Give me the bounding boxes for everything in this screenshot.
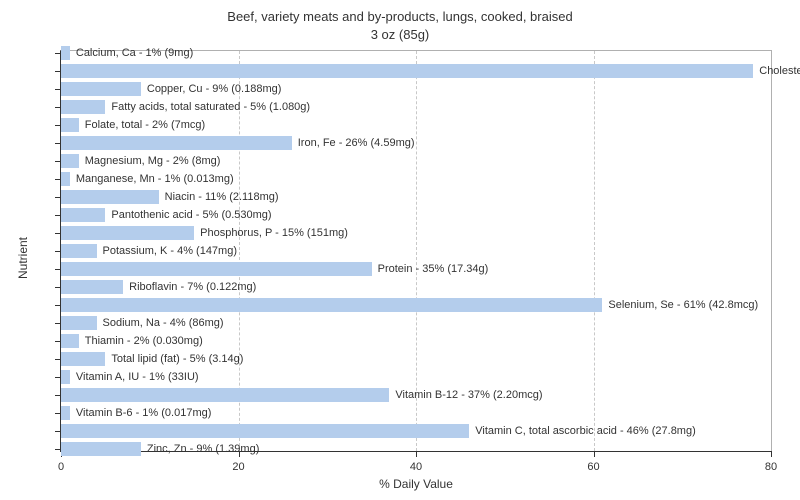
y-axis-label: Nutrient	[16, 237, 30, 279]
bar	[61, 406, 70, 420]
bar-row: Vitamin A, IU - 1% (33IU)	[61, 370, 199, 384]
bar	[61, 100, 105, 114]
bar-row: Selenium, Se - 61% (42.8mcg)	[61, 298, 758, 312]
bar-label: Total lipid (fat) - 5% (3.14g)	[111, 353, 243, 365]
bar-label: Manganese, Mn - 1% (0.013mg)	[76, 173, 234, 185]
bar-label: Potassium, K - 4% (147mg)	[103, 245, 238, 257]
bar-label: Sodium, Na - 4% (86mg)	[103, 317, 224, 329]
bar	[61, 46, 70, 60]
bar-label: Thiamin - 2% (0.030mg)	[85, 335, 203, 347]
bar-label: Fatty acids, total saturated - 5% (1.080…	[111, 101, 310, 113]
bar-row: Vitamin B-12 - 37% (2.20mcg)	[61, 388, 543, 402]
x-tick-label: 40	[410, 461, 422, 473]
bar-row: Niacin - 11% (2.118mg)	[61, 190, 279, 204]
bar-label: Copper, Cu - 9% (0.188mg)	[147, 83, 282, 95]
bar-row: Pantothenic acid - 5% (0.530mg)	[61, 208, 272, 222]
x-axis-label: % Daily Value	[379, 477, 453, 491]
bar-row: Zinc, Zn - 9% (1.39mg)	[61, 442, 259, 456]
bar	[61, 334, 79, 348]
bar	[61, 82, 141, 96]
bar-row: Thiamin - 2% (0.030mg)	[61, 334, 203, 348]
bar-row: Protein - 35% (17.34g)	[61, 262, 488, 276]
bar	[61, 226, 194, 240]
plot-area: Nutrient % Daily Value 020406080Calcium,…	[60, 50, 772, 452]
bar-row: Copper, Cu - 9% (0.188mg)	[61, 82, 281, 96]
x-tick-label: 20	[232, 461, 244, 473]
bar	[61, 118, 79, 132]
bar-label: Cholesterol - 78% (235mg)	[759, 65, 800, 77]
bar	[61, 370, 70, 384]
bar-row: Iron, Fe - 26% (4.59mg)	[61, 136, 415, 150]
bar	[61, 208, 105, 222]
bar-label: Calcium, Ca - 1% (9mg)	[76, 47, 193, 59]
bar-row: Vitamin C, total ascorbic acid - 46% (27…	[61, 424, 696, 438]
bar-row: Manganese, Mn - 1% (0.013mg)	[61, 172, 234, 186]
bar-label: Vitamin A, IU - 1% (33IU)	[76, 371, 199, 383]
bar-label: Folate, total - 2% (7mcg)	[85, 119, 205, 131]
bar	[61, 262, 372, 276]
x-tick	[594, 451, 595, 457]
bar-label: Niacin - 11% (2.118mg)	[165, 191, 279, 203]
bar	[61, 136, 292, 150]
bar-row: Fatty acids, total saturated - 5% (1.080…	[61, 100, 310, 114]
bar-row: Total lipid (fat) - 5% (3.14g)	[61, 352, 243, 366]
bar-label: Vitamin B-12 - 37% (2.20mcg)	[395, 389, 542, 401]
bar-label: Magnesium, Mg - 2% (8mg)	[85, 155, 221, 167]
bar	[61, 190, 159, 204]
bar-label: Selenium, Se - 61% (42.8mcg)	[608, 299, 758, 311]
x-tick	[771, 451, 772, 457]
bar	[61, 244, 97, 258]
x-tick	[416, 451, 417, 457]
bar	[61, 388, 389, 402]
bar	[61, 64, 753, 78]
bar-label: Protein - 35% (17.34g)	[378, 263, 489, 275]
bar	[61, 352, 105, 366]
x-tick-label: 60	[587, 461, 599, 473]
bar-row: Magnesium, Mg - 2% (8mg)	[61, 154, 220, 168]
bar-row: Phosphorus, P - 15% (151mg)	[61, 226, 348, 240]
bar-label: Vitamin C, total ascorbic acid - 46% (27…	[475, 425, 696, 437]
bar-label: Riboflavin - 7% (0.122mg)	[129, 281, 256, 293]
bar	[61, 154, 79, 168]
chart-title-line1: Beef, variety meats and by-products, lun…	[227, 9, 572, 24]
bar-label: Zinc, Zn - 9% (1.39mg)	[147, 443, 259, 455]
grid-line	[594, 51, 595, 451]
nutrient-chart: Beef, variety meats and by-products, lun…	[0, 0, 800, 500]
bar-row: Folate, total - 2% (7mcg)	[61, 118, 205, 132]
bar-label: Phosphorus, P - 15% (151mg)	[200, 227, 348, 239]
x-tick-label: 0	[58, 461, 64, 473]
bar	[61, 316, 97, 330]
bar	[61, 280, 123, 294]
bar-row: Cholesterol - 78% (235mg)	[61, 64, 800, 78]
x-tick-label: 80	[765, 461, 777, 473]
bar	[61, 298, 602, 312]
bar-row: Potassium, K - 4% (147mg)	[61, 244, 237, 258]
bar-label: Vitamin B-6 - 1% (0.017mg)	[76, 407, 212, 419]
bar	[61, 424, 469, 438]
bar-row: Riboflavin - 7% (0.122mg)	[61, 280, 256, 294]
bar	[61, 172, 70, 186]
bar-row: Sodium, Na - 4% (86mg)	[61, 316, 224, 330]
bar-row: Calcium, Ca - 1% (9mg)	[61, 46, 193, 60]
bar-label: Pantothenic acid - 5% (0.530mg)	[111, 209, 271, 221]
bar-label: Iron, Fe - 26% (4.59mg)	[298, 137, 415, 149]
chart-title-line2: 3 oz (85g)	[371, 27, 430, 42]
bar	[61, 442, 141, 456]
chart-title: Beef, variety meats and by-products, lun…	[0, 0, 800, 44]
bar-row: Vitamin B-6 - 1% (0.017mg)	[61, 406, 211, 420]
